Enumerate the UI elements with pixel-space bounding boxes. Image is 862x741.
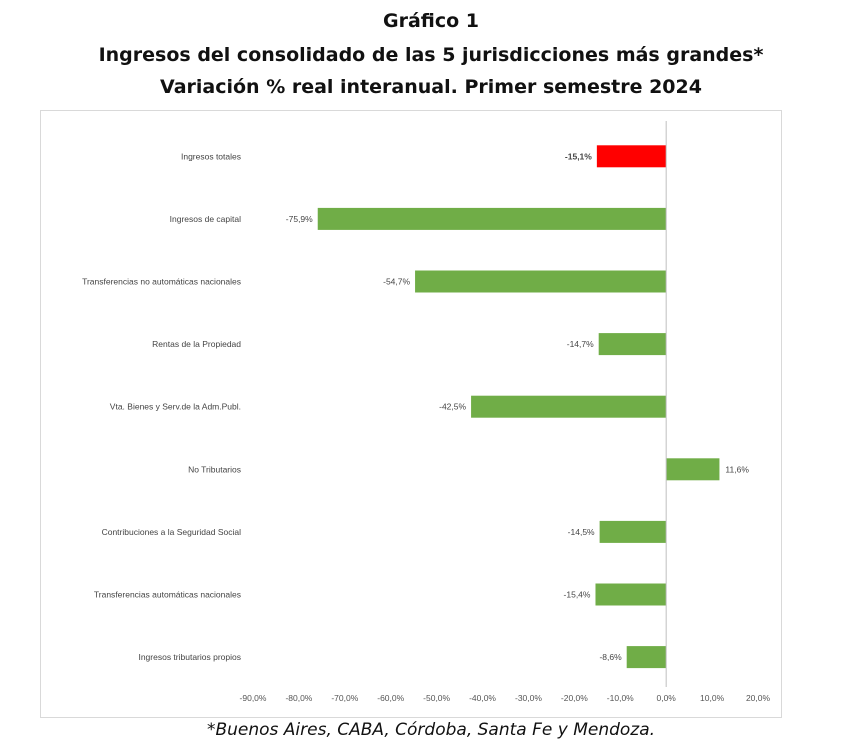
chart-title: Gráfico 1 (382, 10, 480, 32)
category-label: Ingresos de capital (170, 214, 241, 224)
footnote: *Buenos Aires, CABA, Córdoba, Santa Fe y… (206, 720, 656, 740)
x-tick-label: -20,0% (561, 693, 588, 703)
x-tick-label: -50,0% (423, 693, 450, 703)
bar (596, 145, 667, 168)
x-tick-label: 10,0% (700, 693, 725, 703)
bar (626, 646, 667, 669)
x-tick-label: 20,0% (746, 693, 771, 703)
bar (595, 583, 667, 606)
bar (471, 395, 667, 418)
bar-chart: Ingresos totales -15,1% Ingresos de capita… (82, 121, 771, 703)
bar (666, 458, 720, 481)
category-label: Transferencias automáticas nacionales (94, 590, 241, 600)
category-label: Rentas de la Propiedad (152, 339, 241, 349)
bar (317, 207, 667, 230)
category-label: Ingresos tributarios propios (138, 652, 241, 662)
data-label: -15,1% (565, 151, 592, 161)
x-tick-label: 0,0% (656, 693, 676, 703)
x-tick-label: -60,0% (377, 693, 404, 703)
data-label: -54,7% (383, 277, 410, 287)
x-tick-label: -30,0% (515, 693, 542, 703)
x-tick-label: -70,0% (331, 693, 358, 703)
bar (415, 270, 667, 293)
category-label: Transferencias no automáticas nacionales (82, 277, 241, 287)
category-label: No Tributarios (188, 464, 241, 474)
x-tick-label: -80,0% (285, 693, 312, 703)
data-label: 11,6% (725, 464, 749, 474)
x-tick-label: -90,0% (240, 693, 267, 703)
category-label: Contribuciones a la Seguridad Social (102, 527, 242, 537)
data-label: -8,6% (599, 652, 622, 662)
data-label: -42,5% (439, 402, 466, 412)
data-label: -14,7% (567, 339, 594, 349)
bar (599, 520, 667, 543)
chart-subtitle-2: Variación % real interanual. Primer seme… (160, 76, 702, 98)
chart-area: Ingresos totales -15,1% Ingresos de capita… (40, 110, 782, 718)
x-tick-label: -40,0% (469, 693, 496, 703)
data-label: -75,9% (286, 214, 313, 224)
data-label: -15,4% (564, 590, 591, 600)
data-label: -14,5% (568, 527, 595, 537)
category-label: Ingresos totales (181, 151, 241, 161)
x-tick-label: -10,0% (607, 693, 634, 703)
bar (598, 333, 667, 356)
category-label: Vta. Bienes y Serv.de la Adm.Publ. (110, 402, 241, 412)
chart-subtitle: Ingresos del consolidado de las 5 jurisd… (98, 44, 764, 66)
